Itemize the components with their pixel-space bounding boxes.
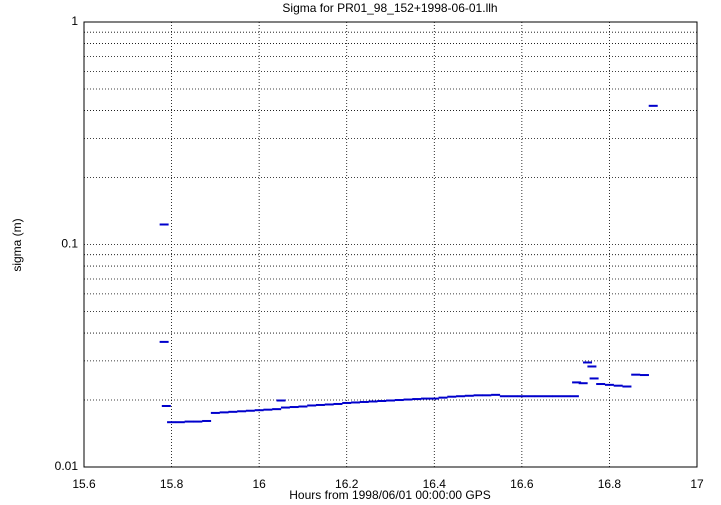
y-tick-label: 0.01 <box>55 459 79 473</box>
data-point <box>289 406 299 409</box>
data-point <box>543 395 553 398</box>
data-point <box>350 401 360 404</box>
data-point <box>159 223 169 226</box>
data-point <box>589 377 599 380</box>
data-point <box>245 409 255 412</box>
data-point <box>219 411 229 414</box>
data-point <box>193 420 203 423</box>
data-point <box>583 361 593 364</box>
data-point <box>276 399 286 402</box>
x-axis-label: Hours from 1998/06/01 00:00:00 GPS <box>289 488 490 502</box>
data-point <box>394 399 404 402</box>
data-point <box>184 420 194 423</box>
data-point <box>272 408 282 411</box>
data-point <box>526 395 536 398</box>
x-tick-label: 17 <box>690 477 704 491</box>
data-point <box>456 395 466 398</box>
data-point <box>499 395 509 398</box>
y-axis-label: sigma (m) <box>10 218 24 271</box>
data-point <box>464 394 474 397</box>
data-point <box>159 340 169 343</box>
data-point <box>359 400 369 403</box>
data-point <box>342 401 352 404</box>
data-point <box>473 394 483 397</box>
x-tick-label: 16.2 <box>335 477 359 491</box>
data-point <box>491 393 501 396</box>
data-point <box>254 409 264 412</box>
y-tick-label: 0.1 <box>61 237 78 251</box>
data-point <box>403 398 413 401</box>
x-tick-label: 15.8 <box>160 477 184 491</box>
data-point <box>561 395 571 398</box>
data-point <box>578 382 588 385</box>
data-point <box>639 374 649 377</box>
data-point <box>175 421 185 424</box>
x-tick-label: 15.6 <box>72 477 96 491</box>
x-tick-label: 16.6 <box>510 477 534 491</box>
x-tick-label: 16.8 <box>598 477 622 491</box>
data-point <box>307 404 317 407</box>
data-point <box>421 397 431 400</box>
data-point <box>648 104 658 107</box>
data-point <box>517 395 527 398</box>
data-point <box>631 373 641 376</box>
data-point <box>263 408 273 411</box>
data-point <box>447 395 457 398</box>
data-point <box>202 419 212 422</box>
data-point <box>604 383 614 386</box>
data-point <box>280 406 290 409</box>
chart-title: Sigma for PR01_98_152+1998-06-01.llh <box>282 1 497 15</box>
data-point <box>569 395 579 398</box>
data-point <box>315 403 325 406</box>
data-point <box>587 365 597 368</box>
data-point <box>377 399 387 402</box>
x-tick-label: 16 <box>252 477 266 491</box>
data-point <box>508 395 518 398</box>
data-point <box>613 384 623 387</box>
data-point <box>596 383 606 386</box>
data-point <box>622 385 632 388</box>
data-point <box>572 381 582 384</box>
data-point <box>534 395 544 398</box>
data-point <box>228 410 238 413</box>
data-point <box>167 421 177 424</box>
data-point <box>412 398 422 401</box>
data-point <box>429 397 439 400</box>
plot-frame <box>83 21 698 468</box>
data-point <box>552 395 562 398</box>
data-point <box>333 402 343 405</box>
x-tick-label: 16.4 <box>423 477 447 491</box>
y-tick-label: 1 <box>71 14 78 28</box>
data-point <box>438 396 448 399</box>
data-point <box>482 394 492 397</box>
data-point <box>368 400 378 403</box>
data-point <box>324 403 334 406</box>
data-point <box>210 411 220 414</box>
data-point <box>298 405 308 408</box>
data-point <box>161 404 171 407</box>
data-point <box>386 399 395 402</box>
data-point <box>237 410 247 413</box>
